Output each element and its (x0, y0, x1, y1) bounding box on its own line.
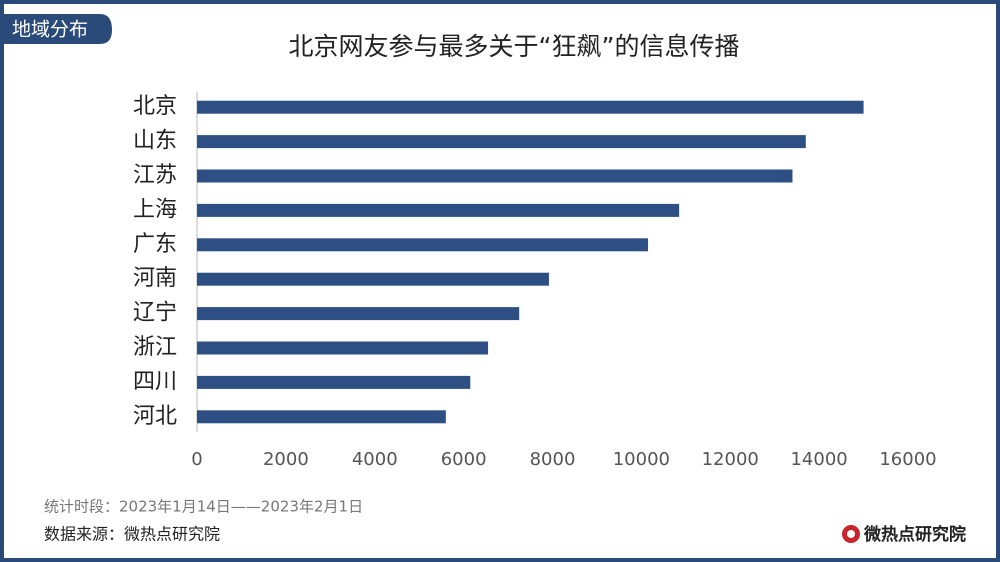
bar (197, 169, 793, 183)
x-tick-label: 12000 (702, 449, 759, 470)
x-tick-label: 16000 (879, 449, 936, 470)
logo-icon-inner (847, 530, 855, 538)
bar (197, 203, 680, 217)
x-tick-label: 0 (191, 449, 202, 470)
tag-background (0, 14, 112, 44)
x-tick-label: 6000 (441, 449, 487, 470)
bar (197, 272, 549, 286)
y-tick-label: 北京 (133, 94, 177, 119)
y-tick-label: 四川 (133, 369, 177, 394)
bar (197, 341, 489, 355)
x-tick-label: 4000 (352, 449, 398, 470)
y-tick-label: 山东 (133, 129, 177, 154)
bar (197, 410, 446, 424)
tag: 地域分布 (12, 19, 88, 41)
y-tick-label: 广东 (133, 232, 177, 257)
y-tick-label: 江苏 (133, 163, 177, 188)
bar (197, 307, 520, 321)
x-tick-label: 8000 (530, 449, 576, 470)
x-tick-label: 14000 (790, 449, 847, 470)
bar (197, 135, 806, 149)
y-tick-label: 河北 (133, 404, 177, 429)
footer-period: 统计时段：2023年1月14日——2023年2月1日 (44, 498, 363, 516)
y-tick-label: 上海 (133, 197, 177, 222)
bar (197, 375, 471, 389)
bar (197, 238, 649, 252)
y-tick-label: 浙江 (133, 335, 177, 360)
x-tick-label: 2000 (263, 449, 309, 470)
chart-title: 北京网友参与最多关于“狂飙”的信息传播 (289, 32, 740, 61)
bar (197, 100, 864, 114)
logo-text: 微热点研究院 (863, 524, 966, 545)
footer-source: 数据来源：微热点研究院 (44, 525, 220, 544)
y-tick-label: 河南 (133, 266, 177, 291)
x-tick-label: 10000 (613, 449, 670, 470)
y-tick-label: 辽宁 (133, 301, 177, 326)
